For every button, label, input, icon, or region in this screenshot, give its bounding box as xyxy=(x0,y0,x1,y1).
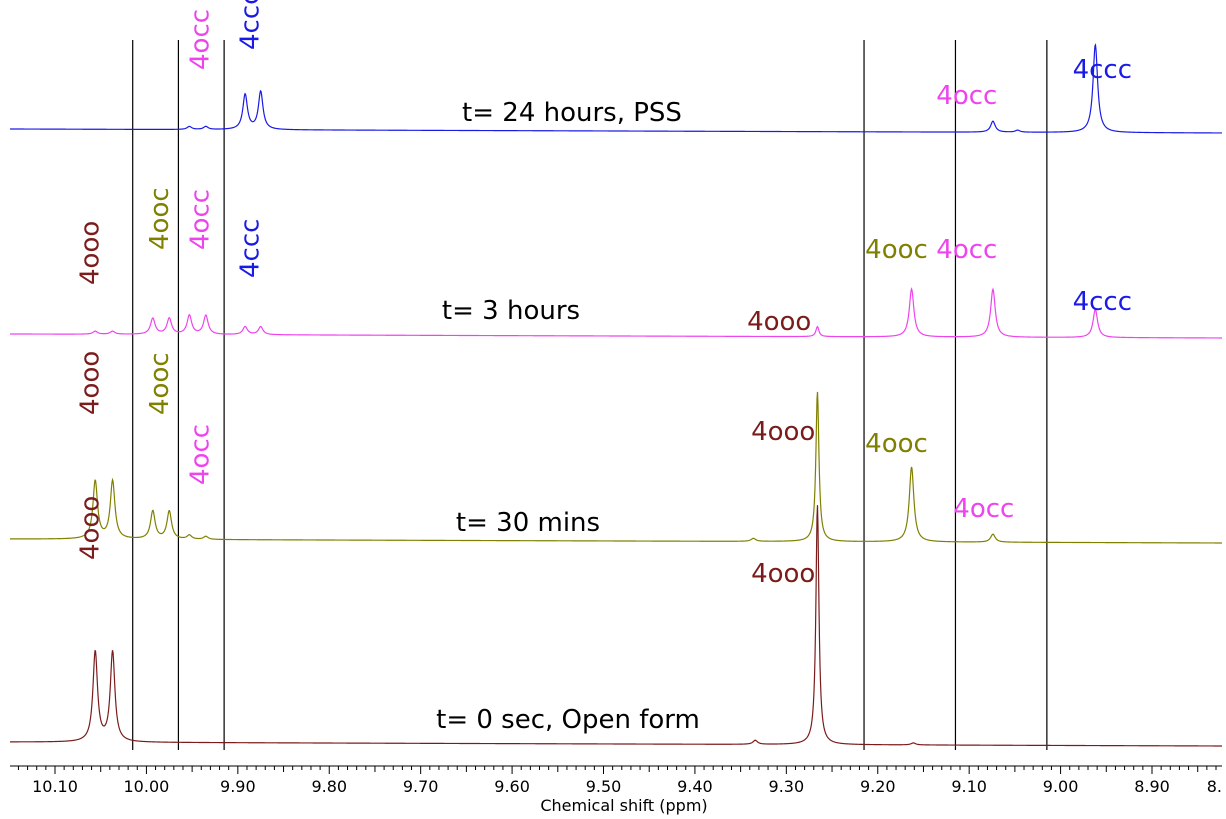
series-label-t3h: t= 3 hours xyxy=(442,296,580,326)
peak-annotation: 4ccc xyxy=(236,219,266,278)
peak-annotation: 4ooc xyxy=(865,235,928,265)
x-axis-label: Chemical shift (ppm) xyxy=(540,796,707,815)
peak-annotation: 4occ xyxy=(185,9,215,70)
peak-annotation: 4occ xyxy=(936,235,997,265)
reference-lines xyxy=(132,40,1048,750)
x-axis: 10.10 10.00 9.90 9.80 9.70 9.60 9.50 9.40 9.30 9.… xyxy=(10,765,1222,815)
peak-annotation: 4ooo xyxy=(76,351,106,415)
peak-annotation: 4occ xyxy=(185,424,215,485)
spectrum-t24h xyxy=(10,43,1223,134)
x-tick-label: 9.30 xyxy=(769,777,805,796)
peak-annotation: 4ooc xyxy=(145,187,175,250)
x-tick-label: 9.40 xyxy=(677,777,713,796)
x-tick-label: 8. xyxy=(1207,777,1222,796)
peak-annotation: 4ooo xyxy=(76,496,106,560)
peak-annotation: 4occ xyxy=(953,494,1014,524)
x-tick-label: 9.50 xyxy=(586,777,622,796)
x-ticks: 10.10 10.00 9.90 9.80 9.70 9.60 9.50 9.40 9.30 9.… xyxy=(17,766,1222,796)
peak-annotation: 4ooo xyxy=(751,417,815,447)
peak-annotation: 4ccc xyxy=(1073,55,1132,85)
peak-annotation: 4ooo xyxy=(76,221,106,285)
x-tick-label: 10.10 xyxy=(32,777,78,796)
spectra-traces xyxy=(10,43,1223,747)
x-tick-label: 9.80 xyxy=(311,777,347,796)
x-tick-label: 9.70 xyxy=(403,777,439,796)
x-tick-label: 9.60 xyxy=(494,777,530,796)
x-tick-label: 9.90 xyxy=(220,777,256,796)
peak-annotation: 4ooo xyxy=(751,559,815,589)
x-tick-label: 9.10 xyxy=(951,777,987,796)
spectrum-t30 xyxy=(10,391,1222,544)
series-label-t0: t= 0 sec, Open form xyxy=(436,705,700,735)
peak-annotation: 4ccc xyxy=(1073,287,1132,317)
x-tick-label: 8.90 xyxy=(1134,777,1170,796)
peak-annotation: 4ccc xyxy=(236,0,266,50)
x-tick-label: 9.20 xyxy=(860,777,896,796)
series-label-t30: t= 30 mins xyxy=(456,508,600,538)
spectrum-t0 xyxy=(10,505,1222,747)
x-tick-label: 9.00 xyxy=(1043,777,1079,796)
peak-annotation: 4ooc xyxy=(145,352,175,415)
spectra-labels: t= 0 sec, Open form 4ooo 4ooo t= 30 mins 4oo… xyxy=(76,0,1132,735)
x-tick-label: 10.00 xyxy=(124,777,170,796)
series-label-t24h: t= 24 hours, PSS xyxy=(462,98,682,128)
peak-annotation: 4ooc xyxy=(865,429,928,459)
peak-annotation: 4ooo xyxy=(747,307,811,337)
peak-annotation: 4occ xyxy=(936,81,997,111)
peak-annotation: 4occ xyxy=(185,189,215,250)
spectrum-t3h xyxy=(10,287,1223,339)
